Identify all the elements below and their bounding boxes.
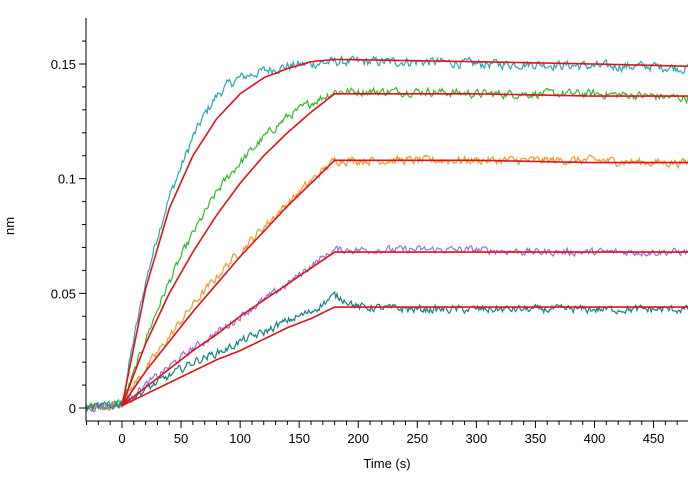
trace-line [86, 154, 688, 412]
trace-line [86, 290, 688, 412]
x-tick-label: 50 [174, 431, 188, 446]
y-tick-label: 0.05 [51, 286, 76, 301]
x-tick-label: 300 [466, 431, 488, 446]
x-tick-label: 350 [525, 431, 547, 446]
y-tick-label: 0.15 [51, 57, 76, 72]
y-axis-title: nm [2, 217, 17, 235]
fit-line [121, 251, 688, 407]
x-tick-label: 200 [347, 431, 369, 446]
fit-line [121, 306, 688, 407]
fit-line [121, 58, 688, 406]
y-axis-ticks: 0 0.05 0.1 0.15 [51, 40, 86, 416]
y-tick-label: 0 [69, 401, 76, 416]
x-axis-title: Time (s) [363, 456, 410, 471]
x-tick-label: 100 [229, 431, 251, 446]
x-tick-label: 250 [406, 431, 428, 446]
trace-line [86, 244, 688, 413]
y-tick-label: 0.1 [58, 172, 76, 187]
x-tick-label: 450 [643, 431, 665, 446]
sensorgram-traces [86, 54, 688, 413]
fit-curves [121, 58, 688, 407]
x-tick-label: 150 [288, 431, 310, 446]
x-tick-label: 0 [118, 431, 125, 446]
fit-line [121, 159, 688, 407]
trace-line [86, 86, 688, 412]
trace-line [86, 54, 688, 411]
x-tick-label: 400 [584, 431, 606, 446]
x-axis-ticks: 0 50 100 150 200 250 300 350 400 450 [86, 421, 678, 446]
fit-line [121, 93, 688, 406]
